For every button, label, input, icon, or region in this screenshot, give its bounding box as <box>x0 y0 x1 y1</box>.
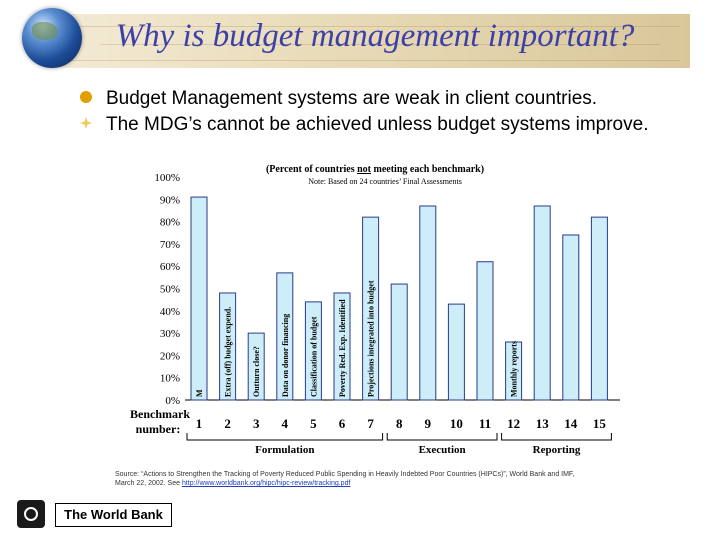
bullet-icon <box>80 91 92 103</box>
bar <box>333 292 351 401</box>
group-bracket <box>186 433 384 441</box>
group-bracket <box>386 433 498 441</box>
x-tick-label: 6 <box>339 416 346 431</box>
y-tick-label: 0% <box>165 395 180 407</box>
x-tick-label: 2 <box>224 416 231 431</box>
x-tick-label: 13 <box>536 416 550 431</box>
bar <box>276 272 294 401</box>
org-name: The World Bank <box>55 503 172 527</box>
bar-label: Classification of budget <box>309 316 318 397</box>
bar <box>476 261 494 401</box>
globe-icon <box>22 8 82 68</box>
x-tick-label: 7 <box>367 416 374 431</box>
bar-label: Outturn close? <box>252 346 261 397</box>
chart-title: (Percent of countries not meeting each b… <box>266 164 484 175</box>
y-tick-label: 40% <box>160 306 180 318</box>
chart-title-part: not <box>357 164 372 175</box>
bar <box>190 196 208 401</box>
x-axis-label: number: <box>136 422 181 436</box>
y-tick-label: 60% <box>160 261 180 273</box>
bullet-text: Budget Management systems are weak in cl… <box>106 88 598 109</box>
y-tick-label: 90% <box>160 194 180 206</box>
group-label: Reporting <box>533 444 581 456</box>
bar <box>304 301 322 401</box>
page-title: Why is budget management important? <box>115 18 635 54</box>
bar <box>562 234 580 401</box>
group-labels: Formulation Execution Reporting <box>186 433 612 456</box>
chart-title-part: (Percent of countries <box>266 164 357 175</box>
y-tick-label: 50% <box>160 284 180 296</box>
bar-label: M <box>195 389 204 397</box>
bar-label: Monthly reports <box>510 341 519 397</box>
x-tick-label: 4 <box>282 416 289 431</box>
bar <box>390 283 408 401</box>
chart-subtitle: Note: Based on 24 countries’ Final Asses… <box>308 177 462 186</box>
world-bank-logo-icon <box>17 500 45 528</box>
group-label: Execution <box>419 444 466 456</box>
bar <box>219 292 237 401</box>
title-banner <box>60 14 690 68</box>
x-tick-label: 5 <box>310 416 317 431</box>
x-tick-label: 1 <box>196 416 203 431</box>
x-tick-label: 8 <box>396 416 403 431</box>
map-decoration <box>100 44 660 45</box>
y-tick-label: 80% <box>160 217 180 229</box>
bar-label: Extra (off) budget expend. <box>224 307 233 397</box>
bar <box>362 216 380 401</box>
x-tick-label: 11 <box>479 416 491 431</box>
map-decoration <box>80 26 680 27</box>
y-tick-label: 30% <box>160 328 180 340</box>
bar-label: Projections integrated into budget <box>367 280 376 397</box>
x-tick-label: 3 <box>253 416 260 431</box>
bar <box>247 332 265 401</box>
bar <box>447 303 465 401</box>
y-tick-label: 70% <box>160 239 180 251</box>
group-bracket <box>501 433 612 441</box>
x-tick-label: 12 <box>507 416 520 431</box>
group-label: Formulation <box>255 444 314 456</box>
source-line-1: Source: “Actions to Strengthen the Track… <box>115 471 575 478</box>
bar <box>505 341 523 401</box>
bar <box>590 216 608 401</box>
source-date: March 22, 2002. See <box>115 480 182 487</box>
x-tick-label: 15 <box>593 416 607 431</box>
y-tick-label: 20% <box>160 350 180 362</box>
x-axis-label: Benchmark <box>130 407 190 421</box>
x-tick-label: 10 <box>450 416 463 431</box>
bar <box>533 205 551 401</box>
chart-title-part: meeting each benchmark) <box>371 164 484 175</box>
bar-label: Poverty Red. Exp. Identified <box>338 299 347 397</box>
x-tick-label: 9 <box>425 416 432 431</box>
bar-label: Data on donor financing <box>281 314 290 397</box>
source-link[interactable]: http://www.worldbank.org/hipc/hipc-revie… <box>181 480 351 487</box>
map-decoration <box>70 60 680 61</box>
bar <box>419 205 437 401</box>
y-tick-label: 100% <box>154 172 180 184</box>
chart-title-text: (Percent of countries not meeting each b… <box>266 164 484 175</box>
source-note: Source: “Actions to Strengthen the Track… <box>115 470 635 488</box>
x-tick-label: 14 <box>564 416 578 431</box>
bullet-text: The MDG’s cannot be achieved unless budg… <box>106 114 649 135</box>
y-tick-label: 10% <box>160 373 180 385</box>
source-line-2: March 22, 2002. See http://www.worldbank… <box>115 479 635 488</box>
bars: M Extra (off) budget expend. Outturn close… <box>190 196 608 401</box>
